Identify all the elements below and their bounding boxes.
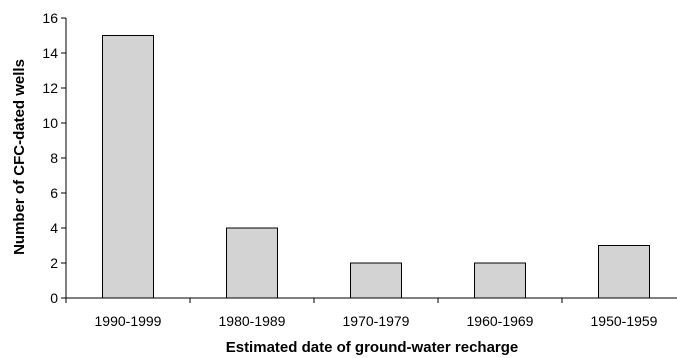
bars-group <box>102 35 650 299</box>
x-tick-label: 1990-1999 <box>95 313 162 329</box>
bar-1960-1969 <box>474 262 526 299</box>
y-axis-title: Number of CFC-dated wells <box>11 59 28 255</box>
y-tick-label: 16 <box>42 10 58 26</box>
y-tick-label: 14 <box>42 45 58 61</box>
y-tick-label: 4 <box>50 220 58 236</box>
y-tick-label: 10 <box>42 115 58 131</box>
bar-1980-1989 <box>226 227 278 299</box>
bar-1950-1959 <box>598 245 650 299</box>
bar-1990-1999 <box>102 35 154 299</box>
y-tick-label: 12 <box>42 80 58 96</box>
bar-1970-1979 <box>350 262 402 299</box>
y-tick-label: 2 <box>50 255 58 271</box>
x-tick-label: 1960-1969 <box>467 313 534 329</box>
x-axis-title: Estimated date of ground-water recharge <box>226 339 519 356</box>
y-tick-label: 8 <box>50 150 58 166</box>
y-tick-label: 6 <box>50 185 58 201</box>
y-axis: 0 2 4 6 8 10 12 14 16 <box>42 10 67 306</box>
x-axis: 1990-1999 1980-1989 1970-1979 1960-1969 1950… <box>65 297 677 329</box>
x-tick-label: 1950-1959 <box>591 313 658 329</box>
y-tick-label: 0 <box>50 290 58 306</box>
x-tick-label: 1980-1989 <box>219 313 286 329</box>
x-tick-label: 1970-1979 <box>343 313 410 329</box>
